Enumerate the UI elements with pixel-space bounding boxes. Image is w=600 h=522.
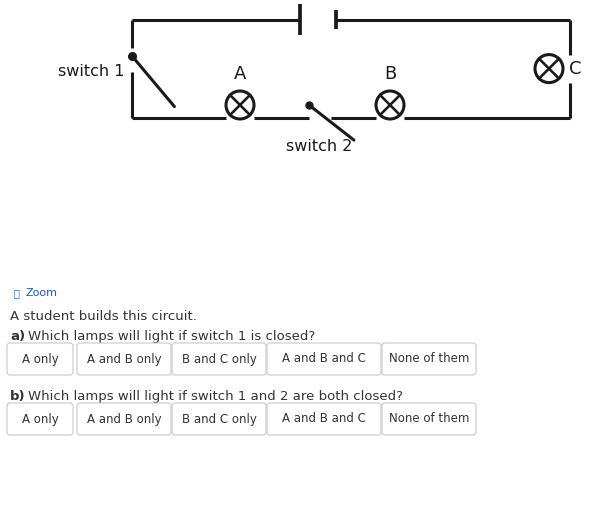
Text: A and B and C: A and B and C (282, 412, 366, 425)
FancyBboxPatch shape (172, 403, 266, 435)
FancyBboxPatch shape (382, 403, 476, 435)
FancyBboxPatch shape (172, 343, 266, 375)
FancyBboxPatch shape (267, 403, 381, 435)
Text: None of them: None of them (389, 412, 469, 425)
Text: B and C only: B and C only (182, 412, 256, 425)
FancyBboxPatch shape (77, 403, 171, 435)
Text: Zoom: Zoom (26, 288, 58, 298)
FancyBboxPatch shape (382, 343, 476, 375)
Text: A only: A only (22, 352, 58, 365)
FancyBboxPatch shape (7, 343, 73, 375)
FancyBboxPatch shape (77, 343, 171, 375)
Text: b): b) (10, 390, 26, 403)
Text: A and B only: A and B only (86, 352, 161, 365)
FancyBboxPatch shape (267, 343, 381, 375)
Text: switch 1: switch 1 (58, 64, 124, 79)
Text: A and B and C: A and B and C (282, 352, 366, 365)
Text: a): a) (10, 330, 25, 343)
Text: A student builds this circuit.: A student builds this circuit. (10, 310, 197, 323)
Text: B and C only: B and C only (182, 352, 256, 365)
Text: C: C (569, 60, 581, 78)
Text: A and B only: A and B only (86, 412, 161, 425)
Text: A: A (234, 65, 246, 83)
FancyBboxPatch shape (7, 403, 73, 435)
Text: Which lamps will light if switch 1 and 2 are both closed?: Which lamps will light if switch 1 and 2… (28, 390, 403, 403)
Text: None of them: None of them (389, 352, 469, 365)
Text: A only: A only (22, 412, 58, 425)
Text: 🔍: 🔍 (14, 288, 20, 298)
Text: switch 2: switch 2 (286, 139, 352, 154)
Text: B: B (384, 65, 396, 83)
Text: Which lamps will light if switch 1 is closed?: Which lamps will light if switch 1 is cl… (28, 330, 315, 343)
